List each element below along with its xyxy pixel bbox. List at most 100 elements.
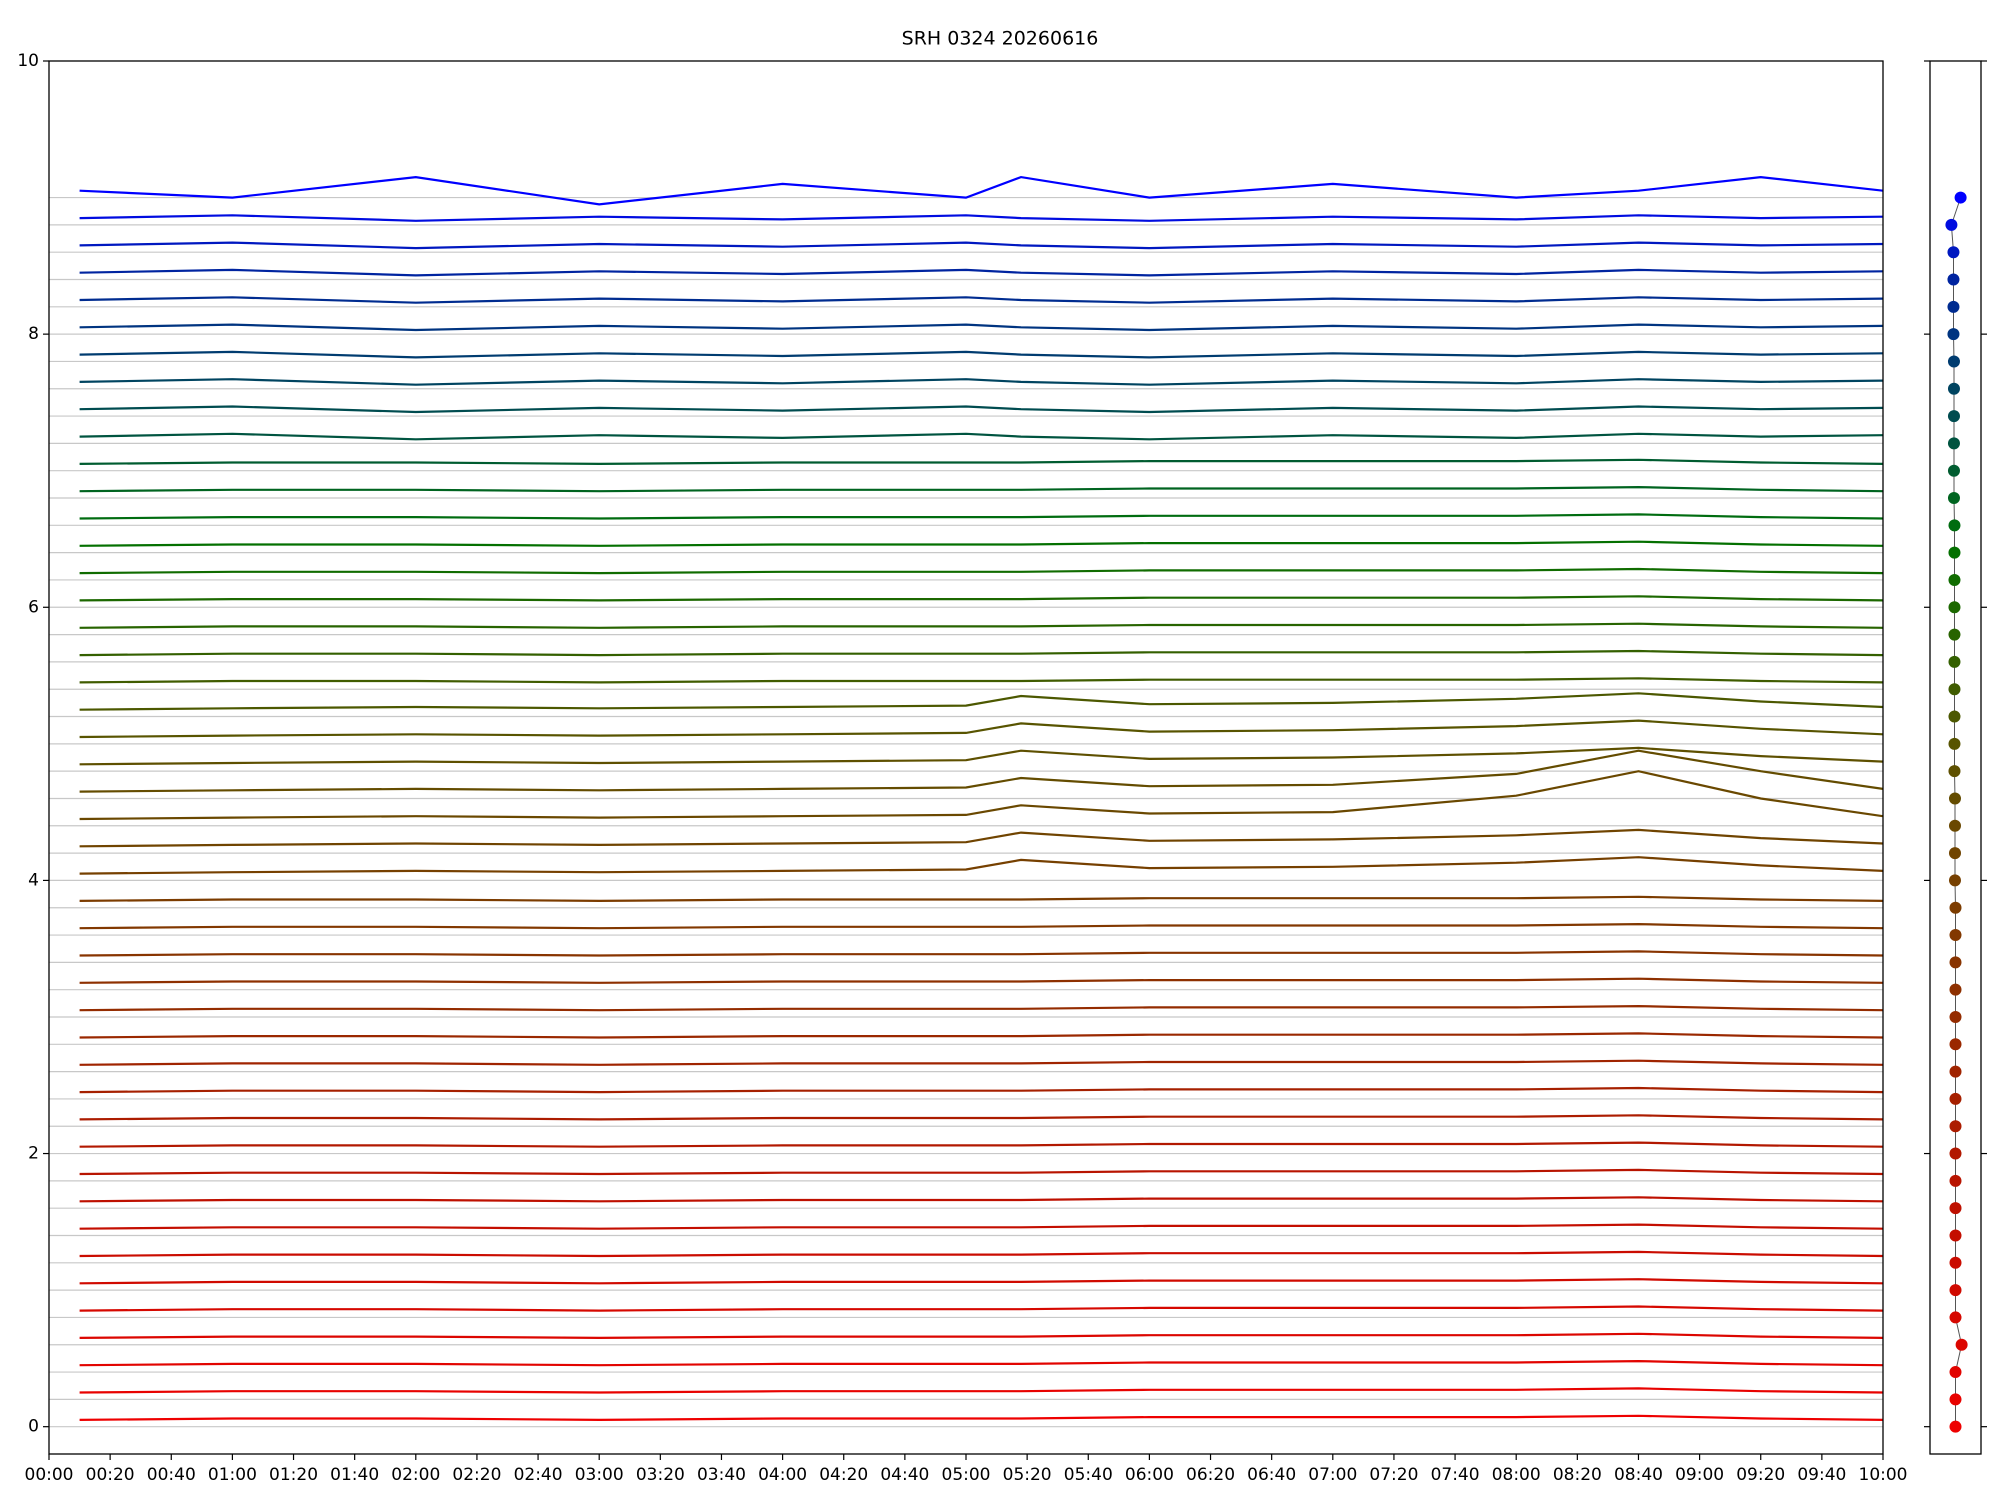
trace-line (79, 1414, 1883, 1422)
trace-line (79, 649, 1883, 657)
trace-line (79, 1359, 1883, 1367)
x-tick-label: 03:20 (636, 1465, 685, 1485)
level-dot (1948, 573, 1961, 586)
level-dot (1948, 655, 1961, 668)
level-dot (1948, 546, 1961, 559)
plot-area (49, 175, 1883, 1428)
trace-line (79, 950, 1883, 957)
level-dot (1948, 683, 1961, 696)
trace-line (79, 378, 1883, 386)
level-dot (1949, 901, 1962, 914)
trace-line (79, 432, 1883, 441)
level-dot (1949, 1010, 1962, 1023)
x-tick-label: 04:00 (758, 1465, 807, 1485)
trace-line (79, 749, 1883, 793)
y-tick-label: 0 (28, 1417, 39, 1437)
level-dot (1949, 1065, 1962, 1078)
x-tick-label: 05:20 (1003, 1465, 1052, 1485)
trace-line (79, 692, 1883, 711)
level-dot (1949, 1311, 1962, 1324)
trace-line (79, 856, 1883, 875)
trace-line (79, 350, 1883, 359)
x-tick-label: 02:20 (452, 1465, 501, 1485)
level-dot (1947, 464, 1960, 477)
level-dot (1945, 218, 1958, 231)
x-tick-label: 06:00 (1125, 1465, 1174, 1485)
trace-line (79, 1141, 1883, 1148)
level-dot (1949, 1147, 1962, 1160)
trace-line (79, 1004, 1883, 1012)
trace-line (79, 1387, 1883, 1394)
level-dot (1948, 737, 1961, 750)
level-dot (1949, 1366, 1962, 1379)
x-tick-label: 03:40 (697, 1465, 746, 1485)
y-tick-label: 4 (28, 870, 39, 890)
level-dot (1948, 792, 1961, 805)
level-dot (1947, 410, 1960, 423)
trace-line (79, 485, 1883, 493)
y-tick-label: 10 (17, 51, 39, 71)
x-tick-label: 03:00 (575, 1465, 624, 1485)
level-dot (1949, 1174, 1962, 1187)
x-tick-label: 02:40 (514, 1465, 563, 1485)
x-tick-label: 07:00 (1308, 1465, 1357, 1485)
level-dot (1949, 1393, 1962, 1406)
x-tick-label: 00:00 (25, 1465, 74, 1485)
x-tick-label: 06:20 (1186, 1465, 1235, 1485)
level-dot (1955, 1338, 1968, 1351)
x-tick-label: 01:20 (269, 1465, 318, 1485)
x-tick-label: 01:00 (208, 1465, 257, 1485)
level-dot (1947, 355, 1960, 368)
level-dot (1948, 519, 1961, 532)
trace-line (79, 895, 1883, 903)
level-dot (1948, 819, 1961, 832)
trace-line (79, 719, 1883, 739)
trace-line (79, 622, 1883, 629)
level-dot (1949, 1038, 1962, 1051)
level-dot (1947, 246, 1960, 259)
trace-line (79, 1250, 1883, 1258)
trace-line (79, 746, 1883, 766)
x-tick-label: 09:40 (1797, 1465, 1846, 1485)
trace-line (79, 268, 1883, 277)
x-tick-label: 04:20 (819, 1465, 868, 1485)
x-tick-label: 10:00 (1859, 1465, 1908, 1485)
x-tick-label: 08:40 (1614, 1465, 1663, 1485)
level-dot (1949, 1284, 1962, 1297)
level-dot (1949, 1202, 1962, 1215)
level-dot (1949, 1092, 1962, 1105)
trace-line (79, 296, 1883, 304)
trace-line (79, 513, 1883, 520)
trace-line (79, 1305, 1883, 1312)
level-dot (1949, 1229, 1962, 1242)
x-tick-label: 07:40 (1431, 1465, 1480, 1485)
trace-line (79, 458, 1883, 466)
x-tick-label: 06:40 (1247, 1465, 1296, 1485)
axes: 0 2 4 6 8 10 00:00 00:20 00:40 01:00 01:20 01:40 02:… (17, 51, 1987, 1485)
chart-title: SRH 0324 20260616 (902, 28, 1099, 50)
level-dot (1947, 382, 1960, 395)
level-dot (1948, 710, 1961, 723)
y-tick-label: 2 (28, 1144, 39, 1164)
level-dot (1947, 328, 1960, 341)
level-dot (1947, 437, 1960, 450)
trace-line (79, 922, 1883, 930)
trace-line (79, 1032, 1883, 1039)
x-tick-label: 00:40 (147, 1465, 196, 1485)
level-dot (1948, 765, 1961, 778)
trace-line (79, 1196, 1883, 1203)
y-tick-label: 6 (28, 597, 39, 617)
level-dot (1949, 983, 1962, 996)
level-dot (1949, 1120, 1962, 1133)
trace-line (79, 405, 1883, 414)
level-dot (1949, 1420, 1962, 1433)
trace-line (79, 1223, 1883, 1230)
level-dot (1948, 847, 1961, 860)
x-tick-label: 09:20 (1736, 1465, 1785, 1485)
dot-connector (1950, 197, 1963, 1427)
level-dot (1949, 956, 1962, 969)
trace-line (79, 1332, 1883, 1340)
level-dot (1949, 929, 1962, 942)
trace-line (79, 540, 1883, 547)
